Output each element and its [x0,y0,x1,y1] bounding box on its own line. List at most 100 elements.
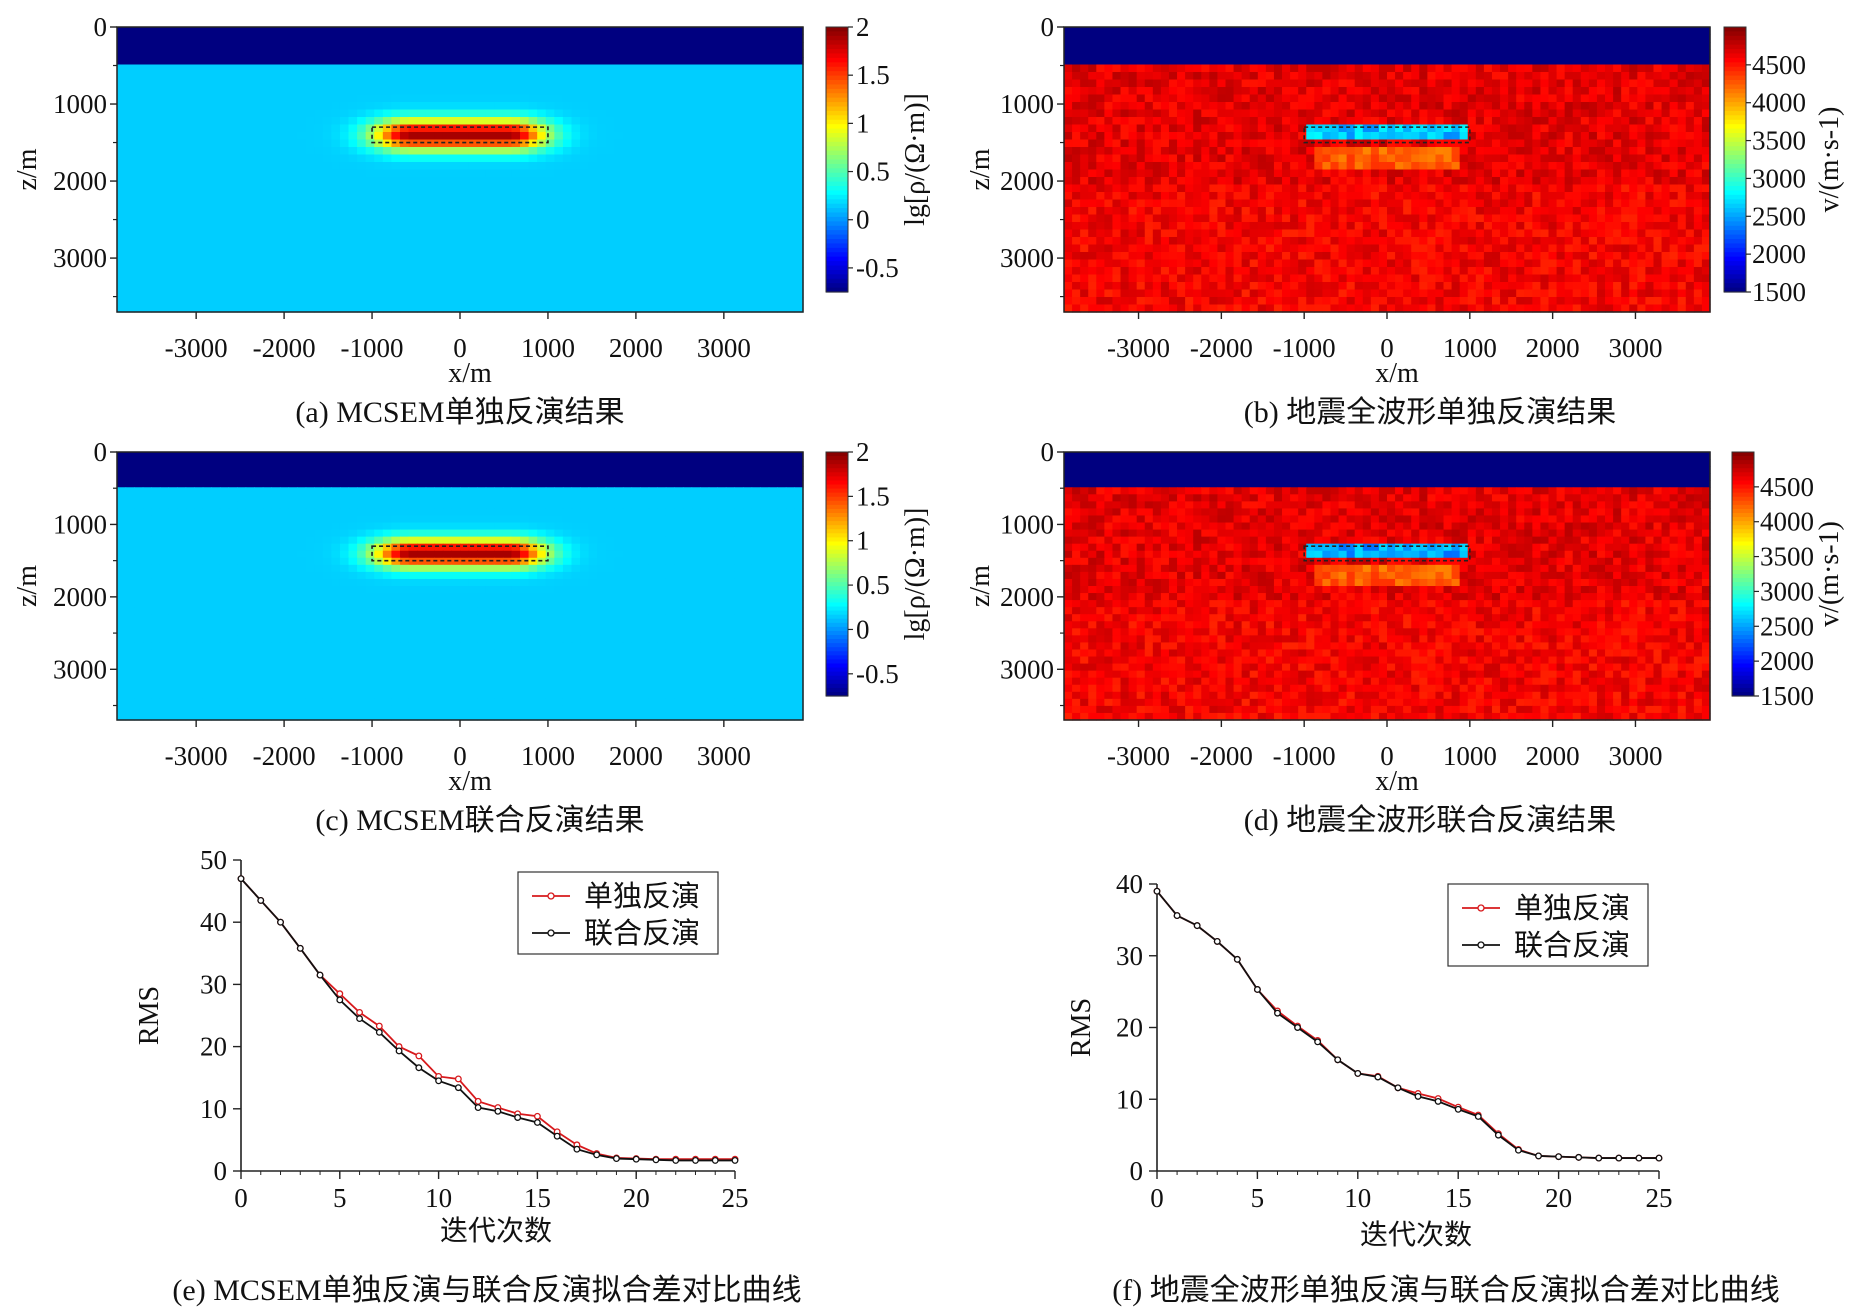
colorbar-swatch [1724,190,1746,196]
colorbar-swatch [1724,181,1746,187]
colorbar-swatch [826,225,848,231]
colorbar-swatch [826,517,848,522]
colorbar-swatch [826,247,848,253]
colorbar-swatch [826,651,848,656]
x-tick-label: 1000 [521,741,575,771]
colorbar-swatch [826,137,848,143]
colorbar-swatch [1732,488,1754,494]
colorbar-swatch [826,602,848,608]
y-tick-label: 3000 [1000,243,1054,273]
colorbar-tick-label: 2 [856,437,870,467]
colorbar-swatch [1732,464,1754,469]
x-tick-label: 3000 [697,333,751,363]
colorbar-swatch [826,647,848,652]
colorbar-tick-label: 4500 [1752,50,1806,80]
colorbar-swatch [1724,287,1746,293]
colorbar-swatch [826,537,848,543]
legend-box [517,871,719,955]
colorbar-swatch [826,500,848,506]
colorbar-swatch [1724,186,1746,192]
legend-label: 联合反演 [584,917,700,950]
colorbar-swatch [826,186,848,192]
colorbar-swatch [826,667,848,673]
x-tick-label: 1000 [1443,741,1497,771]
legend-swatch-marker [1477,904,1485,912]
colorbar-swatch [826,75,848,81]
colorbar-swatch [826,102,848,108]
colorbar-swatch [826,480,848,486]
anomaly-outline [371,545,549,562]
data-point [533,1119,541,1126]
x-axis-label: x/m [448,766,492,797]
colorbar-swatch [1724,159,1746,165]
colorbar-swatch [826,529,848,534]
colorbar-swatch [1732,659,1754,665]
colorbar-swatch [1724,66,1746,72]
x-tick-label: 2000 [1526,333,1580,363]
data-point [395,1047,403,1055]
line-panel-e: 0 5 10 15 20 25 0 10 20 30 40 50 迭代次数 RMS (e) MCSEM单独反… [134,845,802,1307]
colorbar-swatch [826,472,848,477]
colorbar-swatch [826,261,848,267]
colorbar-swatch [826,508,848,514]
colorbar-swatch [826,622,848,628]
colorbar-tick-label: 2000 [1760,646,1814,676]
colorbar-swatch [1724,137,1746,143]
colorbar-swatch [1724,124,1746,130]
colorbar-tick-label: -0.5 [856,659,899,689]
data-point [336,990,344,998]
colorbar-swatch [826,110,848,116]
colorbar-swatch [826,274,848,280]
x-tick-label: 0 [1380,741,1394,771]
y-tick-label: 0 [94,437,108,467]
heatmap-panel-c: -3000 -2000 -1000 0 1000 2000 3000 0 1000 2000 300… [12,437,931,837]
y-tick-label: 0 [1041,12,1055,42]
x-tick-label: 25 [722,1183,749,1213]
y-tick-label: 30 [200,969,227,999]
data-point [711,1156,719,1164]
colorbar-swatch [1732,517,1754,522]
colorbar-swatch [826,574,848,579]
data-point [257,896,265,904]
colorbar-swatch [1732,683,1754,689]
x-tick-label: 0 [234,1183,248,1213]
y-tick-label: 2000 [53,582,107,612]
colorbar-swatch [826,586,848,591]
colorbar-tick-label: 3000 [1752,163,1806,193]
panel-caption: (b) 地震全波形单独反演结果 [1244,396,1616,429]
colorbar-swatch [826,265,848,271]
colorbar-swatch [826,683,848,689]
colorbar-frame [825,26,849,293]
colorbar-tick-label: 1500 [1752,277,1806,307]
colorbar-swatch [826,124,848,130]
colorbar-swatch [826,216,848,222]
data-point [593,1151,601,1159]
colorbar-swatch [826,88,848,94]
x-tick-label: -1000 [1273,333,1336,363]
data-point [454,1084,462,1092]
colorbar-swatch [1732,541,1754,547]
colorbar-swatch [1732,691,1754,697]
colorbar-swatch [826,679,848,685]
colorbar-swatch [1732,586,1754,591]
colorbar-swatch [1732,614,1754,620]
colorbar-tick-label: 2000 [1752,239,1806,269]
data-point [1153,887,1161,895]
colorbar-swatch [1732,574,1754,579]
colorbar-tick-label: 1 [856,526,870,556]
y-tick-label: 40 [200,907,227,937]
heatmap-cells [117,27,804,313]
colorbar-swatch [1724,57,1746,63]
colorbar-swatch [826,484,848,490]
data-point [415,1064,423,1072]
colorbar-swatch [826,687,848,693]
data-point [1314,1038,1322,1046]
colorbar-swatch [826,212,848,218]
colorbar-swatch [1724,155,1746,161]
data-point [415,1052,423,1060]
x-tick-label: -3000 [1107,741,1170,771]
data-point [356,1008,364,1016]
colorbar-swatch [1724,119,1746,125]
colorbar-swatch [826,659,848,665]
colorbar-swatch [1724,110,1746,116]
